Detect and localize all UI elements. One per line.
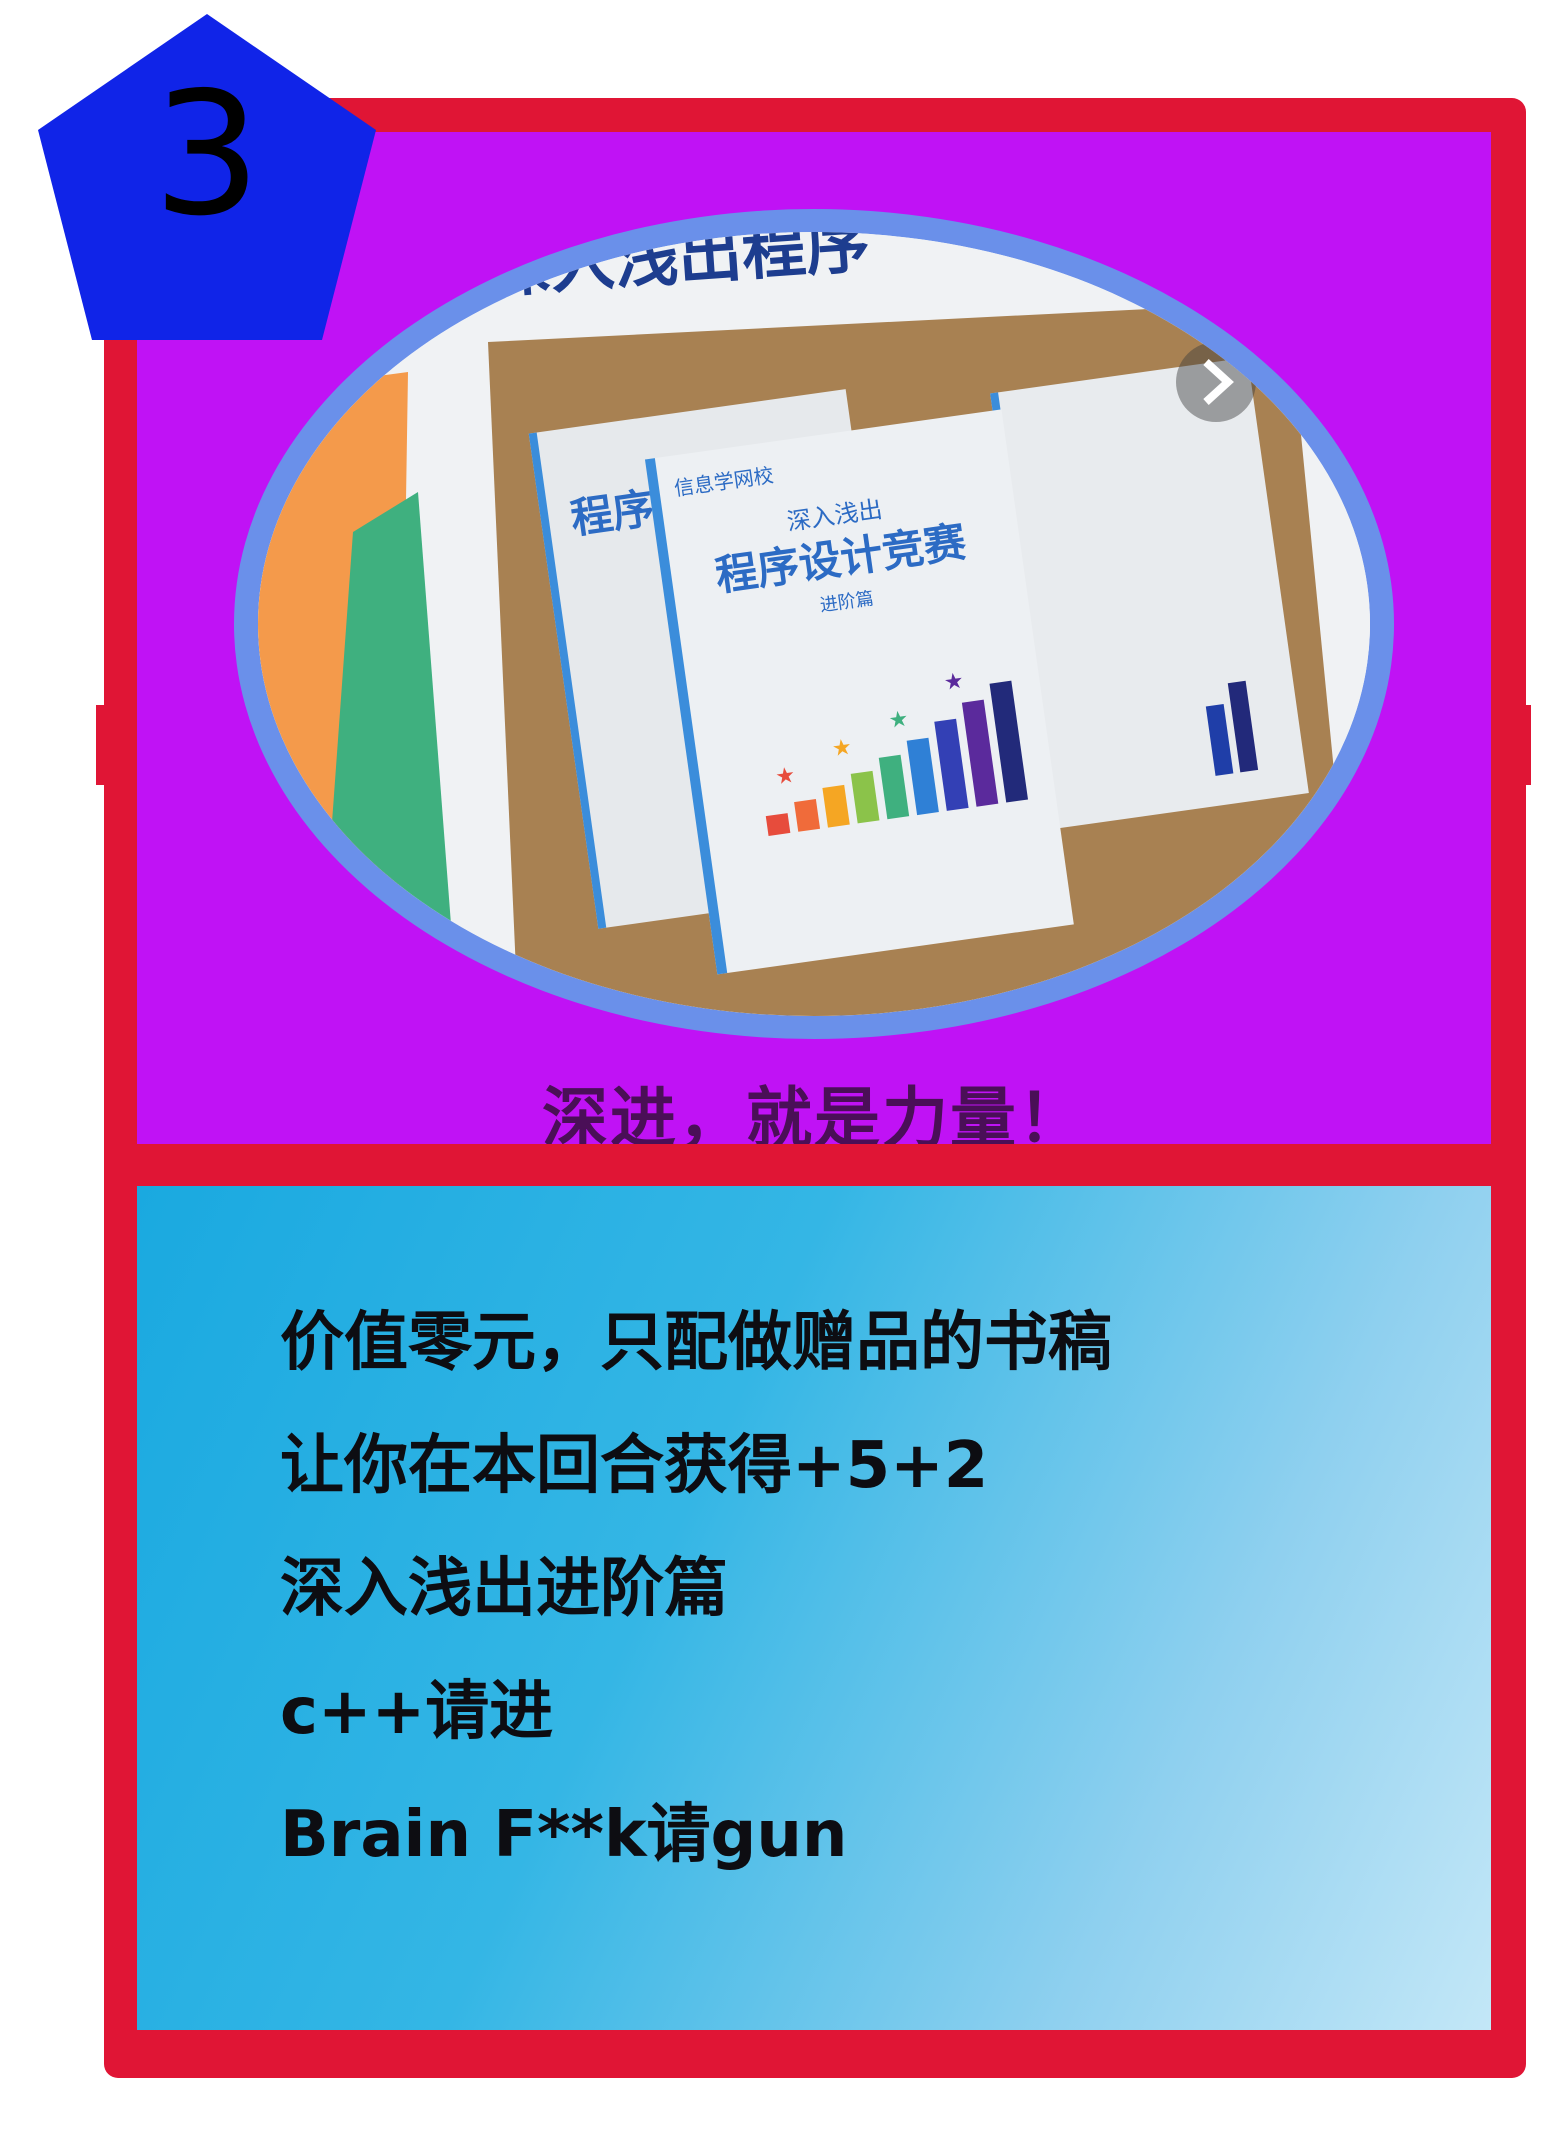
art-panel: 深入浅出程序 程序设 信息学网校 深入浅出 程序设计竞赛 进阶篇 xyxy=(137,132,1491,1144)
cost-badge xyxy=(38,14,376,340)
frame-nub-left xyxy=(96,705,116,785)
description-line: c++请进 xyxy=(280,1675,554,1749)
description-line: 深入浅出进阶篇 xyxy=(280,1552,728,1626)
description-line: 让你在本回合获得+5+2 xyxy=(280,1429,989,1503)
chevron-right-glyph xyxy=(1203,359,1234,405)
description-line: 价值零元，只配做赠品的书稿 xyxy=(280,1306,1112,1380)
description-line: Brain F**k请gun xyxy=(280,1798,848,1872)
card-subtitle: 深进，就是力量！ xyxy=(542,1080,1086,1144)
svg-text:★: ★ xyxy=(774,763,797,791)
cost-value: 3 xyxy=(152,56,262,254)
card-artwork: 深入浅出程序 程序设 信息学网校 深入浅出 程序设计竞赛 进阶篇 xyxy=(258,232,1370,1016)
svg-text:★: ★ xyxy=(942,668,965,696)
svg-text:★: ★ xyxy=(887,706,910,734)
svg-text:★: ★ xyxy=(830,735,853,763)
book-photo: 深入浅出程序 程序设 信息学网校 深入浅出 程序设计竞赛 进阶篇 xyxy=(258,232,1370,1016)
book-front: 信息学网校 深入浅出 程序设计竞赛 进阶篇 ★ ★ ★ ★ xyxy=(644,409,1074,975)
frame-nub-right xyxy=(1511,705,1531,785)
panel-divider xyxy=(137,1144,1491,1186)
description-panel: 价值零元，只配做赠品的书稿 让你在本回合获得+5+2 深入浅出进阶篇 c++请进… xyxy=(137,1186,1491,2030)
